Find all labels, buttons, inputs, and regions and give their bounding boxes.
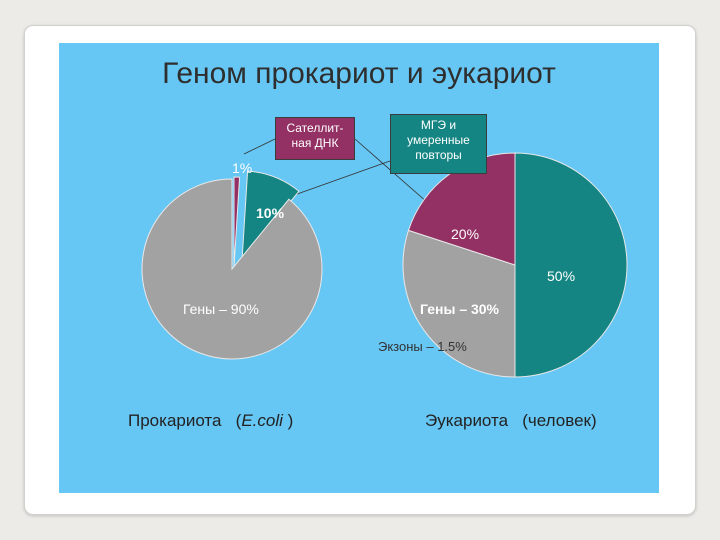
callout-line-2	[285, 160, 391, 199]
callout-line-0	[243, 138, 276, 155]
eukaryote-pie	[402, 152, 628, 378]
eukaryote-caption: Эукариота (человек)	[425, 411, 597, 431]
data-label-euk-mge: 50%	[547, 268, 576, 284]
mge-callout: МГЭ и умеренные повторы	[390, 114, 487, 174]
pie-slice-euk-1	[402, 229, 516, 378]
pie-slice-prok-0	[233, 176, 241, 268]
prokaryote-species: E.coli	[241, 411, 283, 430]
prokaryote-caption-close: )	[287, 411, 294, 430]
data-label-euk-satellite: 20%	[451, 226, 480, 242]
prokaryote-pie	[141, 170, 323, 360]
data-label-euk-genes: Гены – 30%	[420, 301, 500, 317]
data-label-prok-satellite: 1%	[232, 160, 253, 176]
satellite-dna-callout: Сателлит- ная ДНК	[275, 117, 355, 160]
slide-title: Геном прокариот и эукариот	[162, 57, 556, 90]
prokaryote-caption-label: Прокариота	[128, 411, 222, 430]
slide: Геном прокариот и эукариот Сателлит- ная…	[59, 43, 659, 493]
pie-slice-euk-2	[407, 152, 516, 266]
pie-slice-prok-2	[141, 178, 323, 360]
pie-slice-euk-0	[514, 152, 628, 378]
data-label-prok-genes: Гены – 90%	[183, 301, 259, 317]
eukaryote-species: (человек)	[522, 411, 597, 430]
chart-canvas	[59, 43, 659, 493]
prokaryote-caption-open: (	[235, 411, 242, 430]
prokaryote-caption: Прокариота (E.coli )	[128, 411, 293, 431]
exons-annotation: Экзоны – 1.5%	[378, 339, 467, 354]
eukaryote-caption-label: Эукариота	[425, 411, 509, 430]
data-label-prok-mge: 10%	[256, 205, 285, 221]
